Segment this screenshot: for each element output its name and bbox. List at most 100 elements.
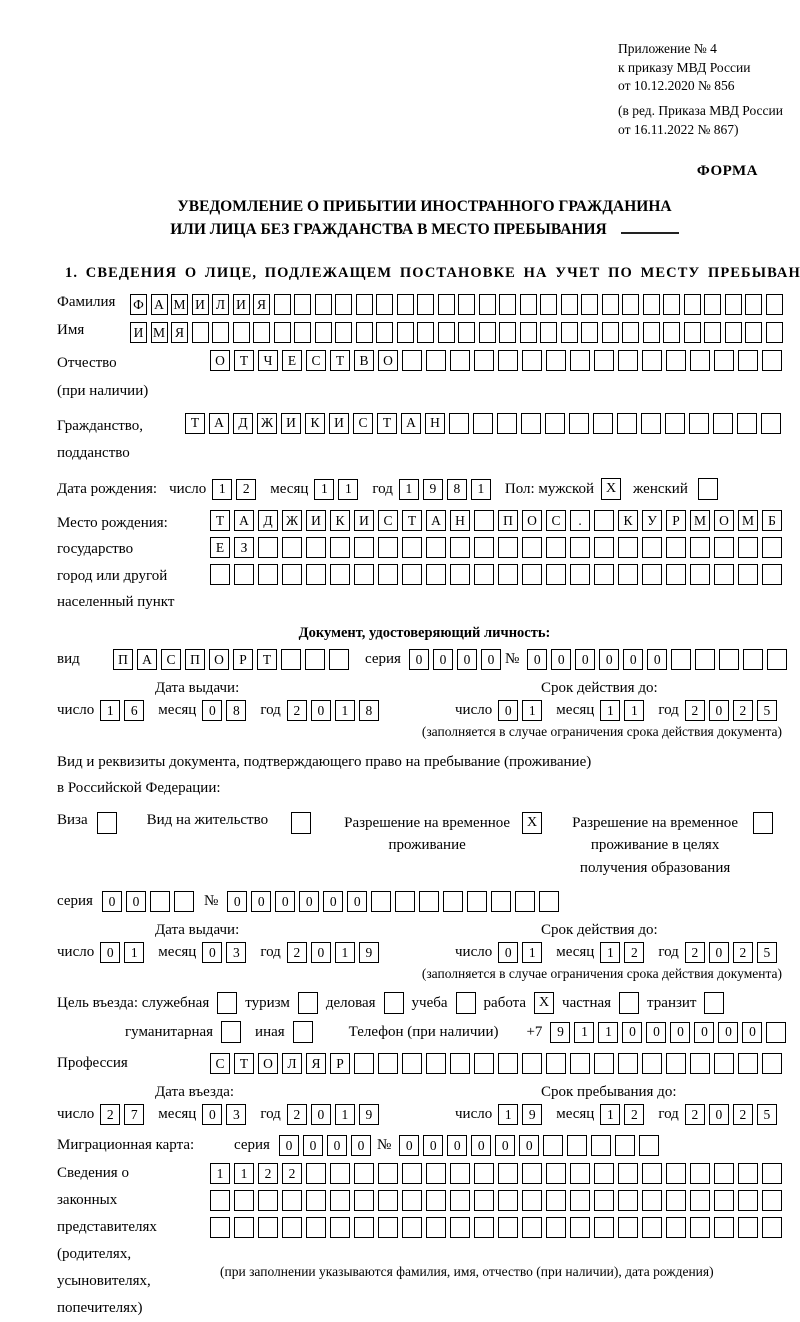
char-cell[interactable] xyxy=(594,1053,614,1075)
char-cell[interactable]: Т xyxy=(402,510,422,532)
char-cell[interactable] xyxy=(329,649,349,671)
char-cell[interactable] xyxy=(258,1217,278,1239)
char-cell[interactable]: У xyxy=(642,510,662,532)
char-cell[interactable] xyxy=(546,1217,566,1239)
char-cell[interactable] xyxy=(560,294,578,316)
char-cell[interactable] xyxy=(402,350,422,372)
char-cell[interactable] xyxy=(762,1053,782,1075)
char-cell[interactable] xyxy=(546,350,566,372)
char-cell[interactable]: 8 xyxy=(446,478,467,500)
char-cell[interactable]: Н xyxy=(425,412,445,434)
char-cell[interactable]: 0 xyxy=(326,1135,347,1157)
char-cell[interactable] xyxy=(306,537,326,559)
char-cell[interactable] xyxy=(594,1190,614,1212)
char-cell[interactable] xyxy=(210,1190,230,1212)
char-cell[interactable] xyxy=(690,564,710,586)
char-cell[interactable] xyxy=(594,564,614,586)
char-cell[interactable]: 0 xyxy=(527,649,548,671)
char-cell[interactable] xyxy=(473,412,493,434)
char-cell[interactable]: 0 xyxy=(456,649,477,671)
char-cell[interactable]: Л xyxy=(212,294,229,316)
char-cell[interactable] xyxy=(738,564,758,586)
char-cell[interactable]: А xyxy=(209,412,229,434)
char-cell[interactable] xyxy=(581,322,598,344)
char-cell[interactable] xyxy=(713,412,733,434)
char-cell[interactable] xyxy=(354,1163,374,1185)
purpose-business-checkbox[interactable] xyxy=(383,992,404,1015)
char-cell[interactable] xyxy=(695,649,716,671)
char-cell[interactable]: Н xyxy=(450,510,470,532)
char-cell[interactable] xyxy=(738,1053,758,1075)
char-cell[interactable]: 1 xyxy=(600,700,621,722)
char-cell[interactable] xyxy=(149,891,170,913)
char-cell[interactable]: 0 xyxy=(519,1135,540,1157)
char-cell[interactable] xyxy=(522,564,542,586)
char-cell[interactable] xyxy=(540,322,557,344)
char-cell[interactable] xyxy=(593,412,613,434)
char-cell[interactable]: 0 xyxy=(718,1021,739,1043)
char-cell[interactable]: 9 xyxy=(358,1104,379,1126)
purpose-humanitarian-checkbox[interactable] xyxy=(221,1021,242,1044)
char-cell[interactable] xyxy=(642,1163,662,1185)
char-cell[interactable]: 2 xyxy=(732,942,753,964)
char-cell[interactable] xyxy=(522,1217,542,1239)
char-cell[interactable] xyxy=(355,322,373,344)
char-cell[interactable]: 5 xyxy=(756,942,777,964)
char-cell[interactable]: 1 xyxy=(470,478,491,500)
sex-female-checkbox[interactable] xyxy=(697,478,718,501)
char-cell[interactable]: П xyxy=(113,649,133,671)
char-cell[interactable]: 0 xyxy=(227,891,248,913)
char-cell[interactable] xyxy=(378,537,398,559)
char-cell[interactable] xyxy=(306,1163,326,1185)
char-cell[interactable] xyxy=(622,294,639,316)
char-cell[interactable]: 1 xyxy=(100,700,121,722)
char-cell[interactable] xyxy=(666,1163,686,1185)
char-cell[interactable]: О xyxy=(209,649,229,671)
char-cell[interactable] xyxy=(666,1217,686,1239)
char-cell[interactable] xyxy=(450,350,470,372)
char-cell[interactable] xyxy=(738,1163,758,1185)
purpose-work-checkbox[interactable]: X xyxy=(534,992,555,1015)
char-cell[interactable]: 0 xyxy=(495,1135,516,1157)
char-cell[interactable] xyxy=(306,1190,326,1212)
char-cell[interactable] xyxy=(335,322,352,344)
char-cell[interactable]: Л xyxy=(282,1053,302,1075)
char-cell[interactable] xyxy=(232,322,250,344)
char-cell[interactable]: 0 xyxy=(310,700,331,722)
char-cell[interactable]: 0 xyxy=(278,1135,299,1157)
char-cell[interactable] xyxy=(546,537,566,559)
char-cell[interactable] xyxy=(762,350,782,372)
char-cell[interactable]: С xyxy=(353,412,373,434)
char-cell[interactable]: С xyxy=(161,649,181,671)
residence-permit-checkbox[interactable] xyxy=(291,811,312,834)
char-cell[interactable] xyxy=(458,294,475,316)
char-cell[interactable] xyxy=(330,1163,350,1185)
char-cell[interactable] xyxy=(282,1190,302,1212)
char-cell[interactable] xyxy=(395,891,416,913)
char-cell[interactable] xyxy=(378,564,398,586)
char-cell[interactable]: О xyxy=(258,1053,278,1075)
char-cell[interactable]: 2 xyxy=(236,478,257,500)
char-cell[interactable]: 0 xyxy=(447,1135,468,1157)
char-cell[interactable] xyxy=(419,891,440,913)
char-cell[interactable] xyxy=(714,1053,734,1075)
char-cell[interactable] xyxy=(567,1135,588,1157)
char-cell[interactable]: П xyxy=(185,649,205,671)
char-cell[interactable] xyxy=(478,294,496,316)
char-cell[interactable]: 2 xyxy=(286,1104,307,1126)
char-cell[interactable]: 0 xyxy=(471,1135,492,1157)
char-cell[interactable] xyxy=(253,322,270,344)
char-cell[interactable]: 0 xyxy=(100,942,121,964)
char-cell[interactable] xyxy=(724,322,742,344)
char-cell[interactable] xyxy=(443,891,464,913)
char-cell[interactable] xyxy=(519,322,537,344)
char-cell[interactable]: 1 xyxy=(498,1104,519,1126)
char-cell[interactable] xyxy=(704,322,721,344)
char-cell[interactable] xyxy=(666,1190,686,1212)
char-cell[interactable]: Т xyxy=(234,1053,254,1075)
char-cell[interactable]: 0 xyxy=(623,649,644,671)
char-cell[interactable] xyxy=(738,537,758,559)
purpose-other-checkbox[interactable] xyxy=(292,1021,313,1044)
char-cell[interactable] xyxy=(570,1053,590,1075)
char-cell[interactable] xyxy=(766,1021,787,1043)
